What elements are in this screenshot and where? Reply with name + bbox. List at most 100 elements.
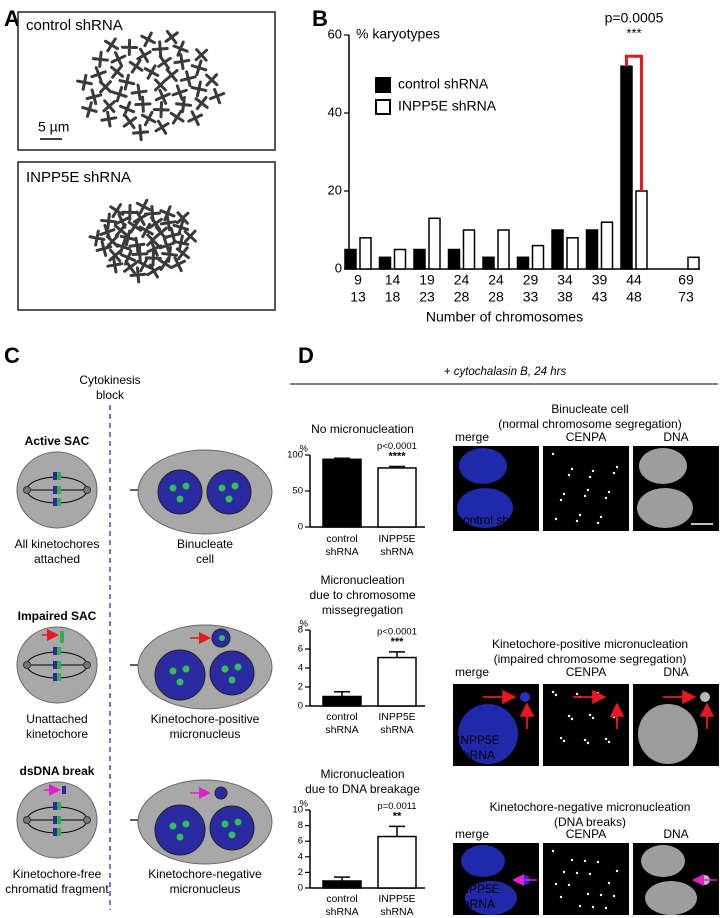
chromosome (53, 647, 57, 655)
kinetochore-dot (176, 495, 184, 503)
chromosome (183, 229, 197, 243)
x-tick-label: 13 (350, 289, 366, 305)
nucleus-signal (465, 881, 517, 915)
chromosome (154, 119, 170, 135)
chromosome (157, 55, 172, 70)
chromosome (127, 218, 143, 234)
cenpa-dot (615, 869, 619, 873)
nucleus (209, 650, 255, 696)
cenpa-dot (588, 713, 592, 717)
kinetochore-dot (176, 833, 184, 841)
image-overlay-label: shRNA (457, 748, 495, 762)
image-label: control shRNA (26, 17, 123, 34)
bar (516, 256, 530, 270)
chromosome (171, 84, 188, 101)
chromosome (109, 203, 125, 219)
spindle-pole (23, 486, 31, 494)
bar (344, 248, 357, 270)
chromosome (158, 237, 175, 254)
cenpa-dot (567, 473, 571, 477)
panel-label: A (4, 6, 20, 31)
bar (531, 244, 545, 270)
chromosome (151, 40, 169, 58)
chromosome (120, 38, 139, 56)
x-tick-label: 33 (523, 289, 539, 305)
kinetochore-dot (176, 678, 184, 686)
chromosome (128, 58, 144, 74)
chromosome (53, 816, 57, 824)
x-tick-label: 43 (592, 289, 608, 305)
chromosome (159, 214, 177, 232)
image-column-label: CENPA (566, 430, 606, 444)
chromosome (138, 222, 154, 239)
chromosome (131, 245, 149, 263)
diagram-label: block (96, 388, 125, 402)
cenpa-dot (578, 513, 582, 517)
kinetochore-dot (182, 482, 190, 490)
chromosome (98, 80, 113, 94)
chromosome (104, 37, 120, 53)
chromosome (190, 80, 208, 98)
diagram-caption: chromatid fragment (5, 882, 109, 896)
bar (322, 880, 362, 889)
kinetochore (57, 647, 61, 655)
x-tick-label: 28 (488, 289, 504, 305)
micronucleus-signal (700, 692, 710, 702)
chromosome (170, 256, 186, 273)
x-tick-label: INPP5E (378, 533, 415, 545)
x-tick-label: 24 (488, 272, 504, 288)
chromosome (136, 47, 152, 63)
micrograph (543, 843, 629, 915)
y-unit-label: % (300, 619, 309, 630)
y-tick-label: 0 (335, 260, 342, 275)
x-tick-label: 14 (385, 272, 401, 288)
chromosome (53, 486, 57, 494)
cenpa-dot (612, 715, 616, 719)
kinetochore-dot (169, 667, 177, 675)
diagram-row-title: Impaired SAC (18, 609, 97, 623)
unattached-chromosome (60, 631, 64, 643)
p-value: p<0.0001 (377, 626, 417, 637)
kinetochore (57, 472, 61, 480)
panel-label: B (312, 6, 328, 31)
chart-title: missegregation (322, 603, 403, 617)
micronucleus-signal (520, 692, 530, 702)
chromosome (100, 110, 118, 128)
kinetochore-dot (225, 495, 233, 503)
nucleus-signal (641, 845, 685, 877)
kinetochore-dot (218, 484, 226, 492)
image-row-title: Binucleate cell (551, 402, 628, 416)
image-overlay-label: control shRNA (457, 513, 534, 527)
cenpa-dot (562, 739, 566, 743)
bar (620, 65, 633, 270)
bar (585, 229, 599, 270)
cenpa-dot (599, 515, 603, 519)
chromosome (164, 68, 179, 82)
cenpa-dot (586, 488, 590, 492)
cenpa-dot (596, 521, 600, 525)
chromosome (131, 123, 150, 142)
chromosome (53, 802, 57, 810)
chromosome (129, 266, 147, 284)
diagram-caption: micronucleus (170, 727, 241, 741)
significance-stars: *** (391, 636, 405, 648)
cenpa-dot (567, 883, 571, 887)
chromosome (169, 109, 185, 125)
image-column-label: DNA (663, 665, 688, 679)
kinetochore (57, 802, 61, 810)
y-tick-label: 4 (298, 663, 303, 674)
spindle-pole (23, 816, 31, 824)
chromosome (85, 88, 103, 106)
chromosome (136, 256, 152, 273)
cenpa-dot (578, 904, 582, 908)
scale-bar-label: 5 µm (692, 510, 714, 521)
spindle-pole (83, 661, 91, 669)
diagram-caption: All kinetochores (15, 537, 100, 551)
image-label: INPP5E shRNA (26, 169, 131, 186)
chromosome (53, 472, 57, 480)
chromosome (81, 101, 98, 118)
x-tick-label: 69 (678, 272, 694, 288)
significance-stars: ** (393, 810, 402, 822)
y-axis-label: % karyotypes (356, 26, 440, 42)
bar (377, 656, 417, 707)
